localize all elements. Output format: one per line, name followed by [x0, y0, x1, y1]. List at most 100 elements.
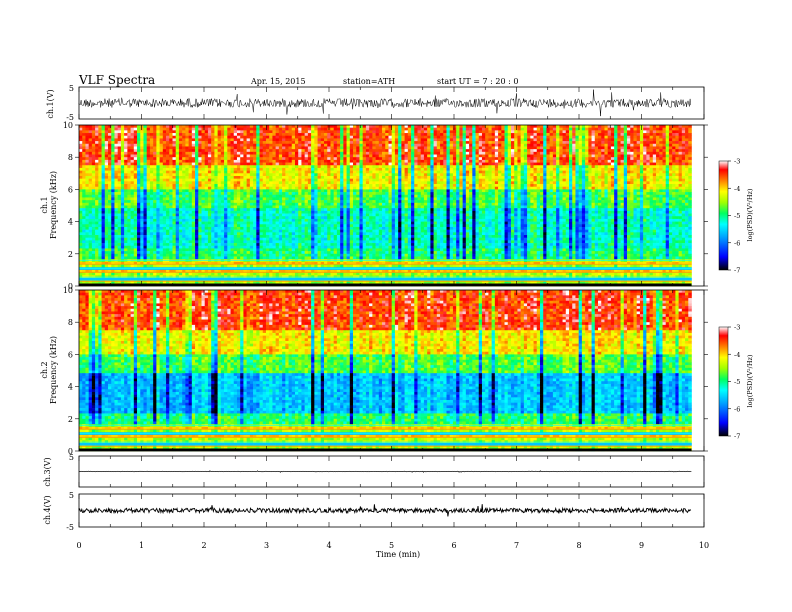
spectrogram-cell — [488, 179, 492, 182]
spectrogram-cell — [521, 171, 525, 174]
spectrogram-cell — [417, 173, 421, 176]
spectrogram-cell — [143, 157, 147, 160]
spectrogram-cell — [153, 192, 157, 195]
spectrogram-cell — [266, 173, 270, 176]
spectrogram-cell — [553, 152, 557, 155]
spectrogram-cell — [569, 189, 573, 192]
spectrogram-cell — [340, 130, 344, 133]
spectrogram-cell — [356, 160, 360, 163]
spectrogram-cell — [334, 146, 338, 149]
spectrogram-cell — [521, 179, 525, 182]
spectrogram-cell — [447, 144, 451, 147]
spectrogram-cell — [292, 136, 296, 139]
spectrogram-cell — [585, 171, 589, 174]
spectrogram-cell — [640, 146, 644, 149]
spectrogram-cell — [650, 130, 654, 133]
spectrogram-cell — [666, 176, 670, 179]
spectrogram-cell — [305, 141, 309, 144]
spectrogram-cell — [653, 189, 657, 192]
spectrogram-cell — [511, 141, 515, 144]
spectrogram-cell — [366, 187, 370, 190]
spectrogram-cell — [92, 179, 96, 182]
spectrogram-cell — [604, 157, 608, 160]
spectrogram-cell — [92, 157, 96, 160]
spectrogram-cell — [163, 160, 167, 163]
spectrogram-cell — [405, 163, 409, 166]
spectrogram-cell — [534, 144, 538, 147]
spectrogram-cell — [456, 189, 460, 192]
spectrogram-cell — [95, 160, 99, 163]
spectrogram-cell — [550, 163, 554, 166]
spectrogram-cell — [211, 187, 215, 190]
spectrogram-cell — [172, 152, 176, 155]
spectrogram-cell — [627, 160, 631, 163]
spectrogram-cell — [95, 133, 99, 136]
spectrogram-cell — [650, 144, 654, 147]
spectrogram-cell — [169, 163, 173, 166]
spectrogram-cell — [650, 179, 654, 182]
spectrogram-cell — [501, 152, 505, 155]
spectrogram-cell — [611, 187, 615, 190]
spectrogram-cell — [369, 130, 373, 133]
spectrogram-cell — [327, 181, 331, 184]
spectrogram-cell — [430, 144, 434, 147]
spectrogram-cell — [447, 149, 451, 152]
spectrogram-cell — [114, 192, 118, 195]
spectrogram-cell — [421, 138, 425, 141]
spectrogram-cell — [182, 144, 186, 147]
spectrogram-cell — [105, 157, 109, 160]
spectrogram-cell — [247, 130, 251, 133]
spectrogram-cell — [614, 165, 618, 168]
spectrogram-cell — [621, 163, 625, 166]
spectrogram-cell — [624, 184, 628, 187]
spectrogram-cell — [459, 138, 463, 141]
spectrogram-cell — [411, 173, 415, 176]
spectrogram-cell — [492, 187, 496, 190]
spectrogram-cell — [240, 155, 244, 158]
spectrogram-cell — [656, 146, 660, 149]
spectrogram-cell — [292, 187, 296, 190]
spectrogram-cell — [263, 152, 267, 155]
spectrogram-cell — [414, 160, 418, 163]
spectrogram-cell — [102, 157, 106, 160]
spectrogram-cell — [79, 133, 83, 136]
spectrogram-cell — [111, 125, 115, 128]
spectrogram-cell — [521, 176, 525, 179]
spectrogram-cell — [669, 160, 673, 163]
spectrogram-cell — [182, 160, 186, 163]
spectrogram-cell — [237, 133, 241, 136]
spectrogram-cell — [637, 179, 641, 182]
spectrogram-cell — [604, 189, 608, 192]
spectrogram-cell — [250, 168, 254, 171]
spectrogram-cell — [330, 130, 334, 133]
spectrogram-cell — [366, 155, 370, 158]
spectrogram-cell — [140, 144, 144, 147]
spectrogram-cell — [598, 192, 602, 195]
spectrogram-cell — [466, 130, 470, 133]
spectrogram-cell — [114, 130, 118, 133]
spectrogram-cell — [482, 152, 486, 155]
spectrogram-cell — [202, 146, 206, 149]
spectrogram-cell — [105, 165, 109, 168]
spectrogram-cell — [630, 141, 634, 144]
spectrogram-cell — [324, 133, 328, 136]
spectrogram-cell — [392, 184, 396, 187]
spectrogram-cell — [247, 141, 251, 144]
spectrogram-cell — [189, 165, 193, 168]
spectrogram-cell — [575, 136, 579, 139]
spectrogram-cell — [385, 125, 389, 128]
spectrogram-cell — [198, 125, 202, 128]
spectrogram-cell — [211, 149, 215, 152]
spectrogram-cell — [263, 130, 267, 133]
spectrogram-cell — [205, 133, 209, 136]
spectrogram-cell — [579, 152, 583, 155]
spectrogram-cell — [669, 181, 673, 184]
spectrogram-cell — [337, 189, 341, 192]
spectrogram-cell — [166, 128, 170, 131]
spectrogram-cell — [305, 152, 309, 155]
spectrogram-cell — [311, 181, 315, 184]
spectrogram-cell — [592, 179, 596, 182]
spectrogram-cell — [611, 189, 615, 192]
spectrogram-cell — [569, 144, 573, 147]
spectrogram-cell — [517, 165, 521, 168]
